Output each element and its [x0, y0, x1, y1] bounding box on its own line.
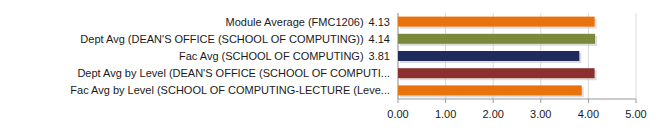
chart-container: 0.00 1.00 2.00 3.00 4.00 5.00 Module Average (…: [0, 0, 660, 130]
tick-label: 1.00: [435, 108, 456, 120]
bar: [398, 68, 595, 78]
bar: [398, 85, 582, 95]
tick-mark: [445, 99, 446, 103]
category-text: Module Average (FMC1206): [226, 16, 364, 28]
data-label: 3.81: [369, 50, 390, 62]
tick-mark: [636, 99, 637, 103]
tick-mark: [540, 99, 541, 103]
tick-label: 4.00: [578, 108, 599, 120]
grid-line: [636, 13, 637, 99]
tick-label: 3.00: [530, 108, 551, 120]
category-text: Dept Avg by Level (DEAN'S OFFICE (SCHOOL…: [77, 67, 390, 79]
chart: 0.00 1.00 2.00 3.00 4.00 5.00 Module Average (…: [0, 0, 660, 130]
category-text: Dept Avg (DEAN'S OFFICE (SCHOOL OF COMPU…: [80, 33, 363, 45]
axis-line: [398, 99, 636, 100]
tick-mark: [493, 99, 494, 103]
bar: [398, 17, 595, 27]
category-label: Dept Avg (DEAN'S OFFICE (SCHOOL OF COMPU…: [80, 33, 390, 45]
tick-mark: [398, 99, 399, 103]
category-text: Fac Avg by Level (SCHOOL OF COMPUTING-LE…: [70, 84, 390, 96]
tick-label: 0.00: [387, 108, 408, 120]
tick-label: 2.00: [482, 108, 503, 120]
bar: [398, 34, 595, 44]
category-label: Module Average (FMC1206) 4.13: [226, 16, 390, 28]
category-text: Fac Avg (SCHOOL OF COMPUTING): [179, 50, 364, 62]
category-label: Dept Avg by Level (DEAN'S OFFICE (SCHOOL…: [77, 67, 390, 79]
data-label: 4.13: [369, 16, 390, 28]
tick-label: 5.00: [625, 108, 646, 120]
category-label: Fac Avg by Level (SCHOOL OF COMPUTING-LE…: [70, 84, 390, 96]
bar: [398, 51, 579, 61]
category-label: Fac Avg (SCHOOL OF COMPUTING) 3.81: [179, 50, 390, 62]
tick-mark: [588, 99, 589, 103]
data-label: 4.14: [369, 33, 390, 45]
bars: [398, 17, 597, 98]
